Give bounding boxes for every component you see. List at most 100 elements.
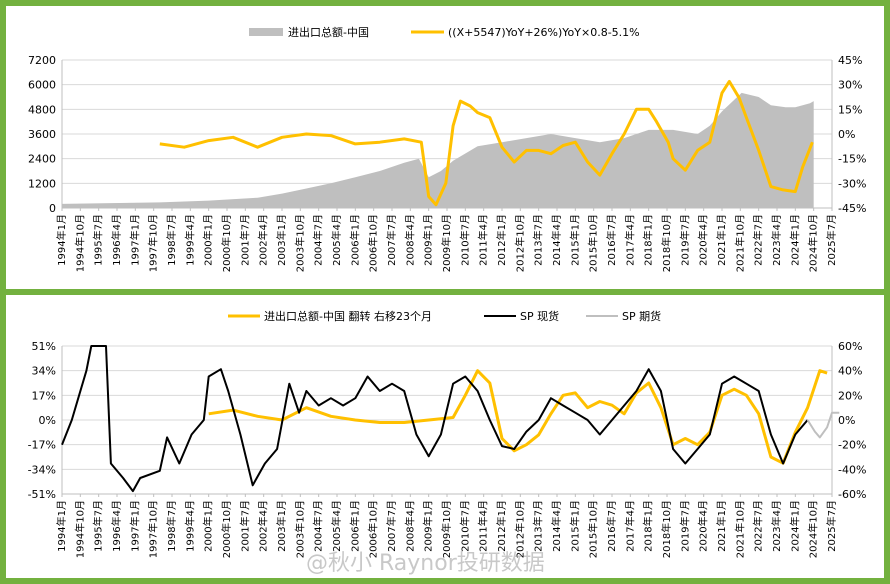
x-tick-label: 2015年10月 xyxy=(587,500,600,558)
x-tick-label: 2000年1月 xyxy=(202,214,215,266)
y-left-tick-label: 4800 xyxy=(28,103,56,116)
legend-label-spot: SP 现货 xyxy=(520,309,559,323)
bottom-y-right-axis: -60% -40% -20% 0% 20% 40% 60% xyxy=(838,340,866,501)
x-tick-label: 1999年4月 xyxy=(183,500,196,552)
x-tick-label: 2024年10月 xyxy=(807,214,820,272)
x-tick-label: 2025年7月 xyxy=(825,500,838,552)
x-tick-label: 2002年4月 xyxy=(257,214,270,266)
y-left-tick-label: 34% xyxy=(32,365,56,378)
x-tick-label: 2017年4月 xyxy=(623,214,636,266)
x-tick-label: 1994年10月 xyxy=(73,214,86,272)
y-left-tick-label: -51% xyxy=(28,488,56,501)
x-tick-label: 2022年7月 xyxy=(752,500,765,552)
y-right-tick-label: 0% xyxy=(838,128,855,141)
x-tick-label: 2002年4月 xyxy=(257,500,270,552)
x-tick-label: 2016年7月 xyxy=(605,500,618,552)
x-tick-label: 2018年10月 xyxy=(660,214,673,272)
y-right-tick-label: 45% xyxy=(838,54,862,67)
x-tick-label: 2024年1月 xyxy=(788,500,801,552)
x-tick-label: 2019年7月 xyxy=(678,500,691,552)
x-tick-label: 2015年1月 xyxy=(568,500,581,552)
x-tick-label: 2005年4月 xyxy=(330,500,343,552)
x-tick-label: 2006年1月 xyxy=(348,500,361,552)
x-tick-label: 2018年1月 xyxy=(642,214,655,266)
top-y-right-axis: -45% -30% -15% 0% 15% 30% 45% xyxy=(838,54,866,215)
y-left-tick-label: 7200 xyxy=(28,54,56,67)
bottom-plot-area xyxy=(61,345,840,495)
x-tick-label: 2012年1月 xyxy=(495,500,508,552)
x-tick-label: 1998年7月 xyxy=(165,500,178,552)
legend-label-line: ((X+5547)YoY+26%)YoY×0.8-5.1% xyxy=(448,26,640,39)
legend-swatch-area xyxy=(249,28,283,36)
x-tick-label: 1994年1月 xyxy=(55,214,68,266)
x-tick-label: 1997年1月 xyxy=(128,500,141,552)
x-tick-label: 2009年1月 xyxy=(422,214,435,266)
x-tick-label: 2008年4月 xyxy=(403,500,416,552)
x-tick-label: 2015年10月 xyxy=(587,214,600,272)
x-tick-label: 2004年7月 xyxy=(312,500,325,552)
x-tick-label: 1994年1月 xyxy=(55,500,68,552)
x-tick-label: 2020年4月 xyxy=(697,214,710,266)
bottom-y-left-axis: -51% -34% -17% 0% 17% 34% 51% xyxy=(28,340,56,501)
x-tick-label: 2023年4月 xyxy=(770,500,783,552)
x-tick-label: 2019年7月 xyxy=(678,214,691,266)
y-right-tick-label: 30% xyxy=(838,79,862,92)
x-tick-label: 2009年10月 xyxy=(440,500,453,558)
y-right-tick-label: -15% xyxy=(838,153,866,166)
x-tick-label: 2011年4月 xyxy=(477,500,490,552)
y-left-tick-label: -34% xyxy=(28,463,56,476)
chart-panel-bottom: 进出口总额-中国 翻转 右移23个月 SP 现货 SP 期货 -51% -34% -… xyxy=(6,295,884,578)
series-line-1 xyxy=(159,79,814,207)
x-tick-label: 2020年4月 xyxy=(697,500,710,552)
x-tick-label: 2015年1月 xyxy=(568,214,581,266)
bottom-legend: 进出口总额-中国 翻转 右移23个月 SP 现货 SP 期货 xyxy=(228,309,661,323)
y-right-tick-label: -20% xyxy=(838,439,866,452)
bottom-chart-svg: 进出口总额-中国 翻转 右移23个月 SP 现货 SP 期货 -51% -34% -… xyxy=(28,309,867,576)
x-tick-label: 1994年10月 xyxy=(73,500,86,558)
x-tick-label: 2012年1月 xyxy=(495,214,508,266)
x-tick-label: 2000年10月 xyxy=(220,214,233,272)
top-plot-area xyxy=(61,59,833,209)
x-tick-label: 2010年7月 xyxy=(458,500,471,552)
x-tick-label: 2006年10月 xyxy=(367,214,380,272)
y-right-tick-label: 60% xyxy=(838,340,862,353)
legend-label-futures: SP 期货 xyxy=(622,309,661,323)
x-tick-label: 2023年4月 xyxy=(770,214,783,266)
x-tick-label: 2021年1月 xyxy=(715,500,728,552)
y-right-tick-label: -45% xyxy=(838,202,866,215)
x-tick-label: 1996年4月 xyxy=(110,214,123,266)
x-tick-label: 1995年7月 xyxy=(92,500,105,552)
y-right-tick-label: -60% xyxy=(838,488,866,501)
x-tick-label: 2003年1月 xyxy=(275,500,288,552)
x-tick-label: 2021年1月 xyxy=(715,214,728,266)
x-tick-label: 2012年10月 xyxy=(513,500,526,558)
x-tick-label: 2024年1月 xyxy=(788,214,801,266)
x-tick-label: 1996年4月 xyxy=(110,500,123,552)
y-left-tick-label: 6000 xyxy=(28,79,56,92)
x-tick-label: 2022年7月 xyxy=(752,214,765,266)
x-tick-label: 2021年10月 xyxy=(733,214,746,272)
y-right-tick-label: -30% xyxy=(838,177,866,190)
x-tick-label: 2011年4月 xyxy=(477,214,490,266)
y-left-tick-label: 1200 xyxy=(28,177,56,190)
x-tick-label: 2014年4月 xyxy=(550,500,563,552)
y-right-tick-label: -40% xyxy=(838,463,866,476)
x-tick-label: 2009年1月 xyxy=(422,500,435,552)
x-tick-label: 2013年7月 xyxy=(532,214,545,266)
y-right-tick-label: 40% xyxy=(838,365,862,378)
x-tick-label: 2003年10月 xyxy=(293,214,306,272)
x-tick-label: 2008年4月 xyxy=(403,214,416,266)
x-tick-label: 2006年1月 xyxy=(348,214,361,266)
x-tick-label: 2007年7月 xyxy=(385,500,398,552)
top-legend: 进出口总额-中国 ((X+5547)YoY+26%)YoY×0.8-5.1% xyxy=(249,25,640,39)
x-tick-label: 1995年7月 xyxy=(92,214,105,266)
top-y-left-axis: 0 1200 2400 3600 4800 6000 7200 xyxy=(28,54,56,215)
x-tick-label: 2004年7月 xyxy=(312,214,325,266)
x-tick-label: 2003年1月 xyxy=(275,214,288,266)
x-tick-label: 2013年7月 xyxy=(532,500,545,552)
x-tick-label: 2012年10月 xyxy=(513,214,526,272)
bottom-x-axis: 1994年1月 1994年10月 1995年7月 1996年4月 1997年1月 1997… xyxy=(55,494,838,558)
x-tick-label: 2007年7月 xyxy=(385,214,398,266)
x-tick-label: 2014年4月 xyxy=(550,214,563,266)
x-tick-label: 1999年4月 xyxy=(183,214,196,266)
